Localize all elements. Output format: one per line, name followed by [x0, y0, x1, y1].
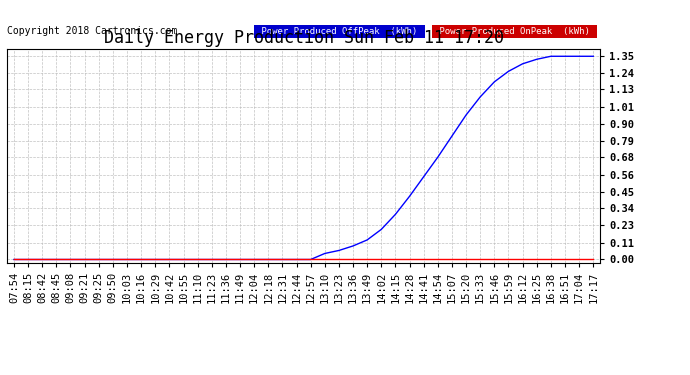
Text: Power Produced OnPeak  (kWh): Power Produced OnPeak (kWh)	[434, 27, 595, 36]
Title: Daily Energy Production Sun Feb 11 17:20: Daily Energy Production Sun Feb 11 17:20	[104, 29, 504, 47]
Text: Copyright 2018 Cartronics.com: Copyright 2018 Cartronics.com	[7, 26, 177, 36]
Text: Power Produced OffPeak  (kWh): Power Produced OffPeak (kWh)	[256, 27, 423, 36]
